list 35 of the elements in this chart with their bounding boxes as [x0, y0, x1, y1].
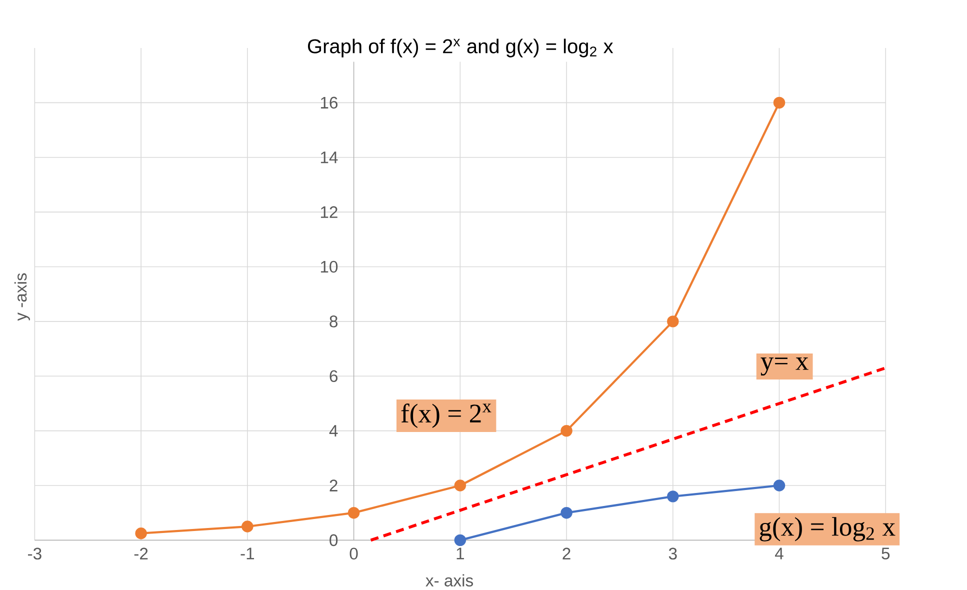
- y-tick-label: 0: [330, 534, 338, 546]
- point: [454, 534, 466, 546]
- point: [773, 480, 786, 492]
- point: [667, 316, 679, 328]
- x-axis-title: x- axis: [426, 574, 473, 587]
- point: [667, 490, 679, 503]
- x-tick-label: -3: [28, 548, 42, 560]
- x-tick-label: 0: [350, 548, 358, 560]
- point: [560, 425, 572, 437]
- y-tick-label: 6: [330, 370, 338, 382]
- y-tick-label: 16: [320, 97, 338, 109]
- x-tick-label: 3: [668, 548, 677, 560]
- y-tick-label: 14: [320, 152, 338, 164]
- x-tick-label: 5: [882, 548, 890, 560]
- series-label: f(x) = 2$^{x}$: [401, 404, 492, 428]
- chart-title: Graph of f(x) = 2$^{x}$ and g(x) = log$_{2}$ x: [308, 38, 614, 58]
- series-label: g(x) = log$_{2}$ x: [760, 517, 896, 542]
- y-tick-label: 8: [330, 316, 338, 328]
- y-tick-label: 12: [320, 206, 338, 218]
- x-tick-label: 1: [456, 548, 464, 560]
- x-tick-label: -2: [134, 548, 148, 560]
- y-axis-title: y -axis: [14, 274, 30, 322]
- y-tick-label: 2: [330, 480, 338, 492]
- x-tick-label: 2: [562, 548, 570, 560]
- x-tick-label: 4: [775, 548, 784, 560]
- x-tick-label: -1: [240, 548, 254, 560]
- y-tick-label: 10: [320, 261, 338, 273]
- point: [348, 507, 360, 519]
- y-tick-label: 4: [329, 425, 338, 437]
- point: [773, 97, 786, 109]
- series-label: y= x: [760, 358, 808, 376]
- point: [560, 507, 572, 519]
- point: [242, 520, 254, 533]
- point: [454, 480, 466, 492]
- point: [135, 528, 147, 540]
